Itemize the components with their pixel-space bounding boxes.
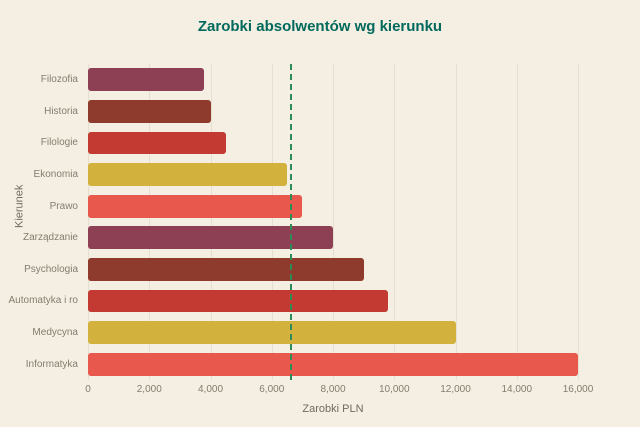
bar-row: Psychologia [24,254,578,286]
gridlines [88,64,579,380]
x-tick-label: 8,000 [320,384,346,395]
x-axis-ticks: 0 2,000 4,000 6,000 8,000 10,000 12,000 14,000 1… [85,384,593,400]
gridline [516,64,518,380]
gridline [88,64,89,380]
gridline [149,64,151,380]
category-label: Automatyka i ro [8,295,78,307]
bar [88,131,226,155]
x-tick-label: 0 [85,384,91,395]
category-label: Psychologia [24,263,78,275]
bar-row: Historia [44,96,578,128]
gridline [333,64,334,380]
x-tick-label: 2,000 [136,384,162,395]
bar [88,68,205,92]
category-label: Ekonomia [33,169,78,181]
bar-row: Filozofia [41,64,578,96]
bar [88,352,578,376]
gridline [210,64,212,380]
bar-row: Prawo [50,190,578,222]
bar [88,289,389,313]
category-label: Historia [44,105,78,117]
category-label: Filologie [40,137,78,149]
plot-area: Filozofia Historia Filologie Ekonomia Prawo Z… [9,64,579,380]
bar-row: Automatyka i ro [9,285,578,317]
category-label: Informatyka [25,358,78,370]
x-axis-title: Zarobki PLN [302,403,364,415]
x-tick-label: 14,000 [501,384,533,395]
bars: Filozofia Historia Filologie Ekonomia Prawo Z… [9,64,578,380]
bar [88,194,303,218]
x-tick-label: 16,000 [562,384,594,395]
bar [88,163,288,186]
bar-row: Informatyka [26,348,578,380]
bar-row: Zarządzanie [23,222,578,254]
reference-line [290,64,293,380]
category-label: Prawo [49,200,78,212]
category-label: Zarządzanie [22,232,78,244]
bar [88,321,456,344]
bar [88,226,333,250]
bar-row: Medycyna [32,317,578,349]
x-tick-label: 6,000 [259,384,285,395]
gridline [578,64,579,380]
x-tick-label: 4,000 [197,384,224,395]
y-axis-title: Kierunek [13,184,26,228]
gridline [394,64,396,380]
x-tick-label: 10,000 [378,384,410,395]
category-label: Medycyna [32,327,78,339]
bar-row: Filologie [41,127,578,159]
gridline [271,64,273,380]
chart-title: Zarobki absolwentów wg kierunku [197,18,443,35]
category-label: Filozofia [40,74,78,86]
bar [88,100,211,123]
gridline [455,64,457,380]
x-tick-label: 12,000 [440,384,471,395]
bar-row: Ekonomia [34,159,578,191]
bar [88,257,364,281]
